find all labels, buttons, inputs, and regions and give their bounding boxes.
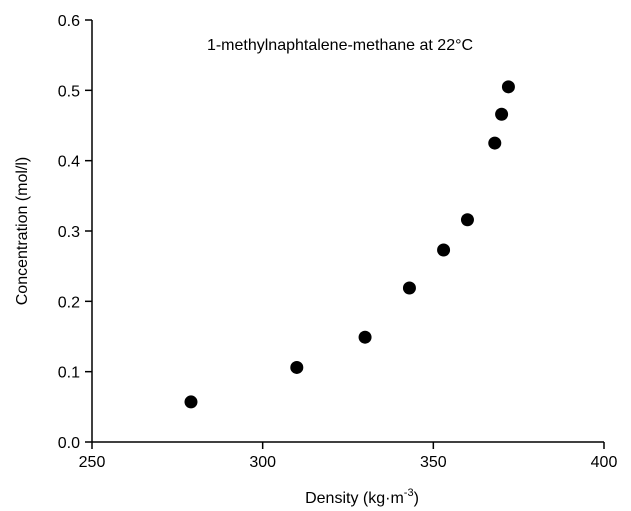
data-point — [495, 107, 509, 121]
data-point — [488, 136, 502, 150]
x-axis-label: Density (kg·m-3) — [305, 487, 419, 507]
y-tick-label: 0.0 — [58, 435, 80, 452]
y-tick-label: 0.5 — [58, 83, 80, 100]
data-point — [184, 395, 198, 409]
y-tick-label: 0.6 — [58, 13, 80, 30]
x-axis-label-superscript: -3 — [404, 487, 414, 499]
data-point — [437, 243, 451, 257]
data-point — [358, 330, 372, 344]
data-point — [460, 213, 474, 227]
y-tick-label: 0.2 — [58, 294, 80, 311]
y-axis-label: Concentration (mol/l) — [14, 157, 31, 306]
y-tick-label: 0.1 — [58, 365, 80, 382]
axes — [91, 20, 604, 443]
data-point — [402, 281, 416, 295]
chart-annotation: 1-methylnaphtalene-methane at 22°C — [207, 37, 473, 54]
y-tick-label: 0.4 — [58, 154, 80, 171]
x-tick-label: 400 — [591, 454, 618, 471]
x-axis-label-main: Density (kg·m — [305, 490, 404, 507]
y-tick-label: 0.3 — [58, 224, 80, 241]
x-axis-label-tail: ) — [414, 490, 419, 507]
x-tick-label: 250 — [79, 454, 106, 471]
data-points — [184, 80, 515, 409]
x-tick-label: 350 — [420, 454, 447, 471]
data-point — [290, 360, 304, 374]
ticks: 0.0 0.1 0.2 0.3 0.4 0.5 0.6 250 300 350 400 — [58, 13, 618, 471]
data-point — [501, 80, 515, 94]
x-tick-label: 300 — [249, 454, 276, 471]
